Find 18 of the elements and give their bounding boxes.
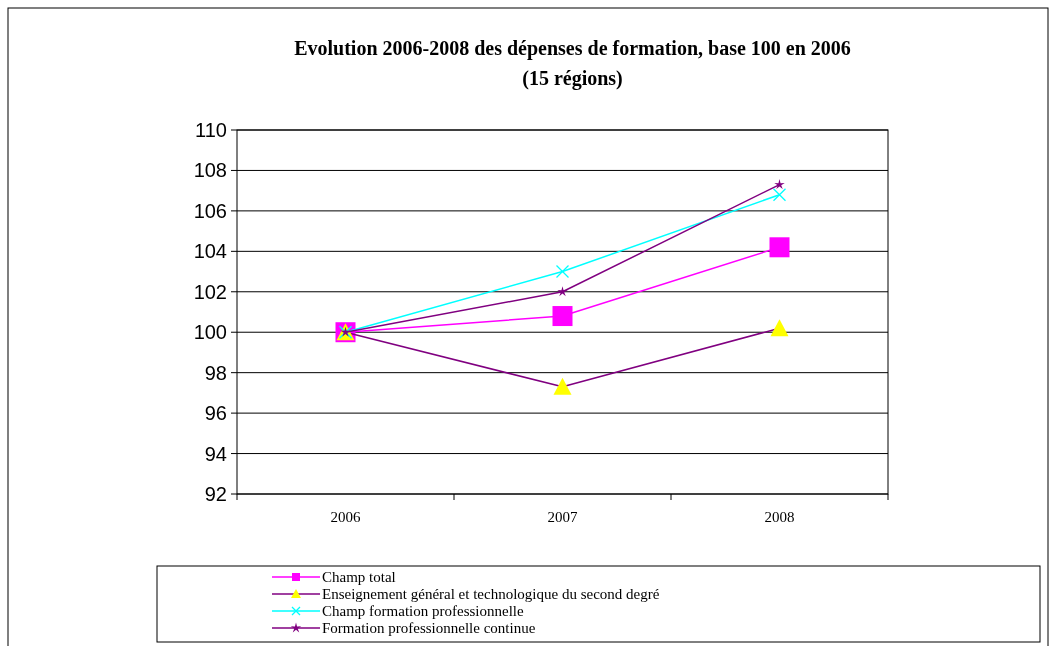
y-tick-label: 98 <box>204 361 227 384</box>
y-tick-label: 110 <box>195 119 227 141</box>
x-tick-label: 2007 <box>547 509 578 525</box>
legend-label: Formation professionnelle continue <box>322 620 536 637</box>
chart-title: Evolution 2006-2008 des dépenses de formation, base 100 en 2006 (15 régions) <box>294 37 851 90</box>
y-tick-label: 96 <box>204 402 227 425</box>
y-tick-label: 104 <box>193 240 227 263</box>
y-tick-label: 106 <box>193 199 227 222</box>
y-tick-label: 100 <box>193 321 227 344</box>
y-tick-label: 102 <box>193 280 227 303</box>
y-tick-label: 108 <box>193 159 227 182</box>
y-tick-label: 92 <box>204 483 227 505</box>
legend-label: Champ formation professionnelle <box>322 603 524 620</box>
legend-label: Enseignement général et technologique du second degré <box>322 586 660 603</box>
legend-label: Champ total <box>322 569 396 586</box>
x-tick-label: 2008 <box>764 509 795 525</box>
y-tick-label: 94 <box>204 442 227 465</box>
x-tick-label: 2006 <box>330 509 361 525</box>
